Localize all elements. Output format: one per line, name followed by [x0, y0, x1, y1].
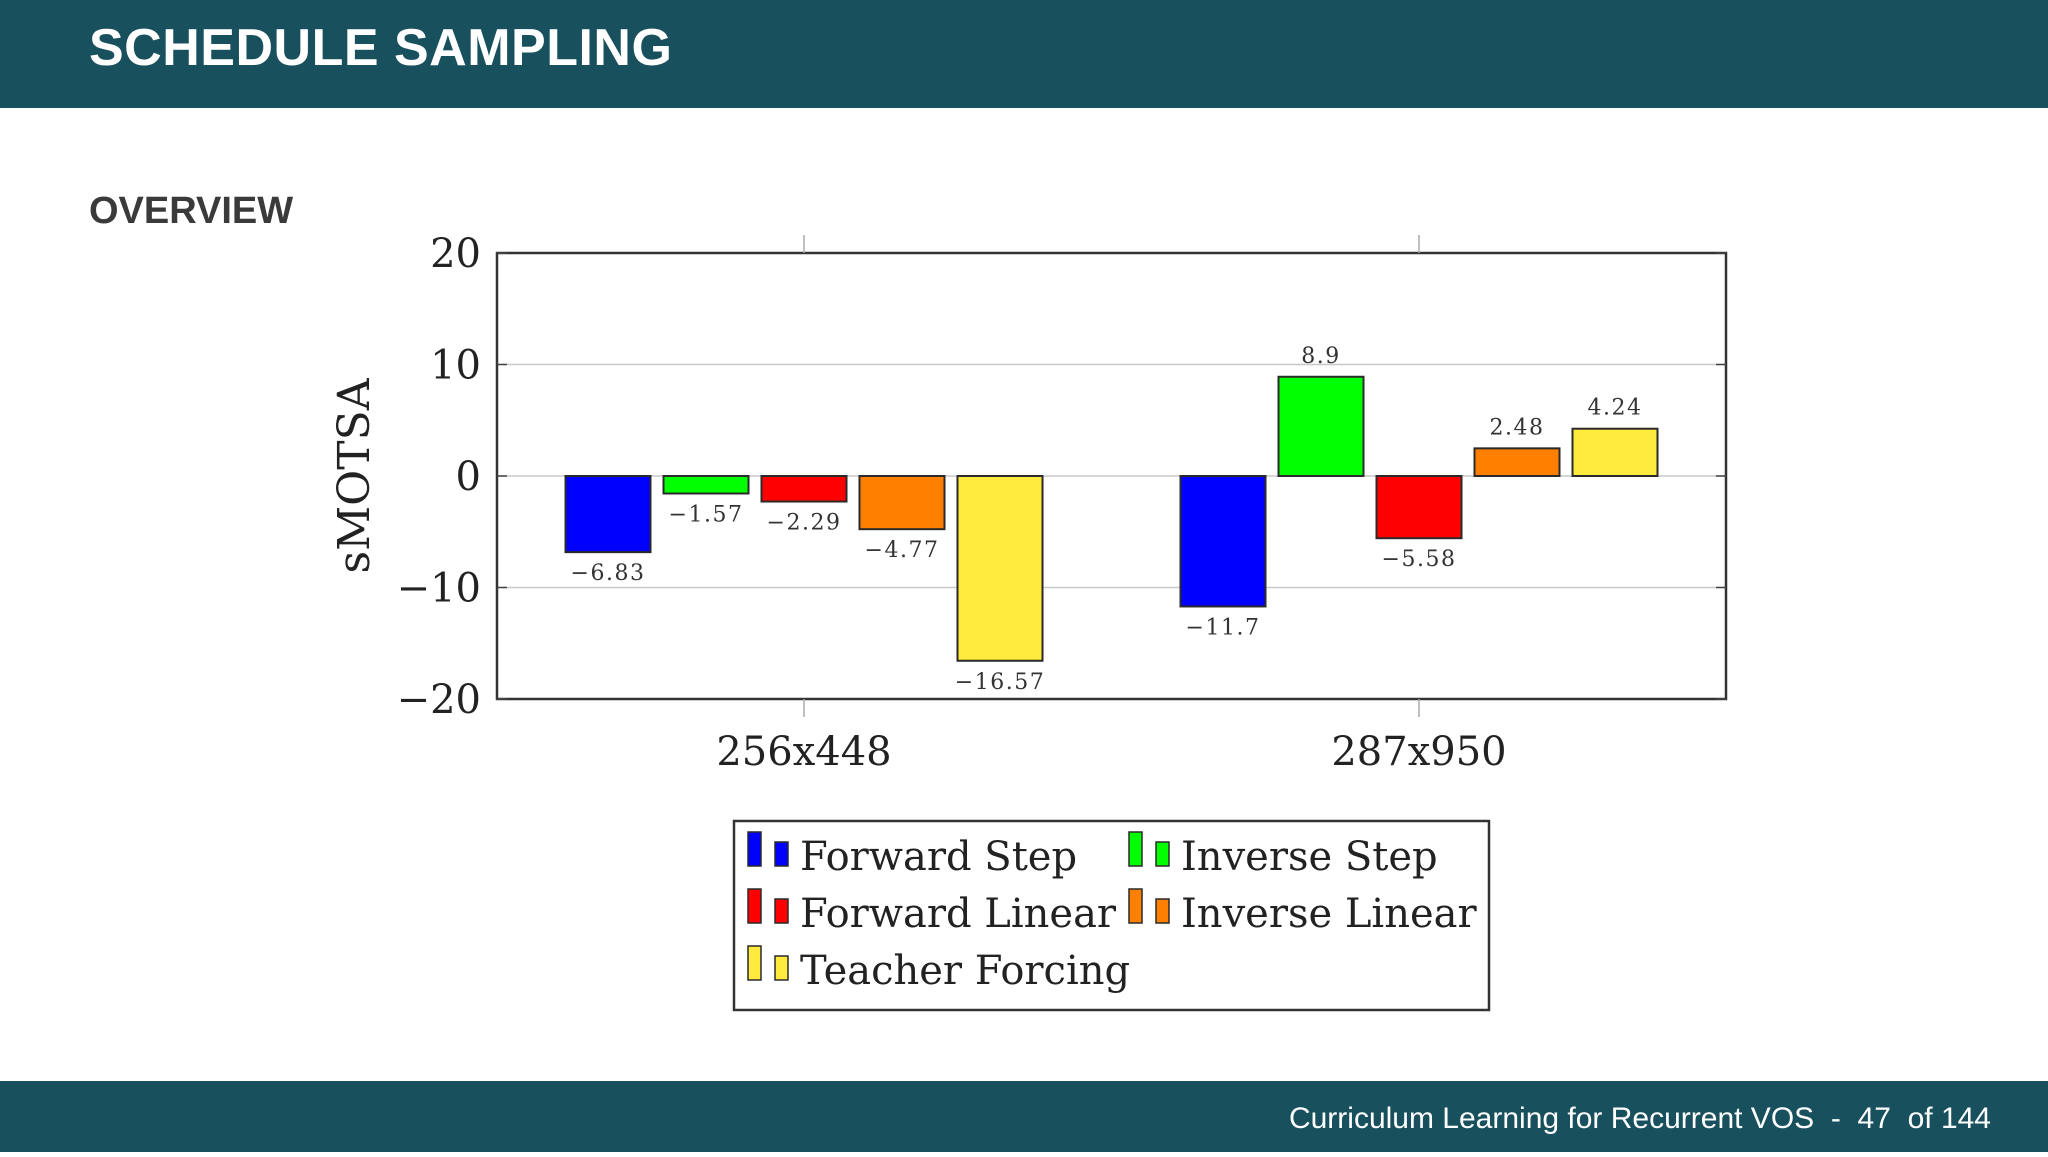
y-tick-label: 0 [456, 454, 481, 500]
legend-label: Forward Step [800, 834, 1077, 880]
bars [564, 375, 1659, 662]
data-label: −16.57 [955, 670, 1045, 695]
legend-swatch [774, 955, 789, 981]
legend-label: Inverse Linear [1181, 891, 1478, 937]
y-tick-label: 10 [430, 343, 481, 389]
legend-swatch [747, 945, 762, 981]
page-of-label: of [1907, 1102, 1933, 1135]
y-tick-label: 20 [430, 231, 481, 277]
legend-swatch [774, 841, 789, 867]
slide-title: SCHEDULE SAMPLING [89, 19, 673, 77]
data-label: −11.7 [1186, 615, 1261, 640]
footer-separator: - [1830, 1102, 1841, 1135]
legend-swatch [1128, 888, 1143, 924]
bar [564, 475, 652, 554]
bar [1277, 375, 1365, 478]
bar [662, 475, 750, 495]
x-tick-label: 256x448 [716, 729, 891, 775]
axes: 20 10 0 −10 −20 256x448 287x950 sMOTSA [329, 231, 1726, 775]
bar [1571, 427, 1659, 477]
legend-label: Inverse Step [1181, 834, 1438, 880]
data-labels: −6.83 −1.57 −2.29 −4.77 −16.57 −11.7 8.9 −5.58 2… [571, 344, 1643, 695]
legend: Forward Step Inverse Step Forward Linear In… [732, 819, 1491, 1012]
legend-swatch [774, 898, 789, 924]
bar [858, 475, 946, 531]
bar [1473, 447, 1561, 477]
y-tick-label: −20 [397, 677, 481, 723]
data-label: −2.29 [767, 511, 842, 536]
legend-swatch [1155, 898, 1170, 924]
data-label: −6.83 [571, 561, 646, 586]
bar [1179, 475, 1267, 608]
page-total: 144 [1940, 1102, 1991, 1135]
data-label: 4.24 [1588, 396, 1643, 421]
bar [956, 475, 1044, 662]
bar [760, 475, 848, 503]
legend-label: Teacher Forcing [800, 948, 1130, 994]
footer: Curriculum Learning for Recurrent VOS - … [1289, 1102, 1991, 1136]
legend-swatch [1128, 831, 1143, 867]
legend-swatch [1155, 841, 1170, 867]
page-number: 47 [1857, 1102, 1891, 1135]
section-subtitle: OVERVIEW [89, 190, 294, 232]
data-label: −1.57 [669, 503, 744, 528]
legend-swatch [747, 888, 762, 924]
title-bar [0, 0, 2048, 108]
data-label: 2.48 [1490, 415, 1545, 440]
data-label: 8.9 [1301, 344, 1341, 369]
legend-swatch [747, 831, 762, 867]
y-axis-label: sMOTSA [329, 377, 380, 573]
x-tick-label: 287x950 [1331, 729, 1506, 775]
data-label: −5.58 [1382, 547, 1457, 572]
data-label: −4.77 [865, 538, 940, 563]
legend-box [732, 819, 1491, 1012]
bar [1375, 475, 1463, 540]
y-tick-label: −10 [397, 566, 481, 612]
legend-label: Forward Linear [800, 891, 1117, 937]
footer-title: Curriculum Learning for Recurrent VOS [1288, 1102, 1815, 1135]
footer-bar [0, 1081, 2048, 1152]
